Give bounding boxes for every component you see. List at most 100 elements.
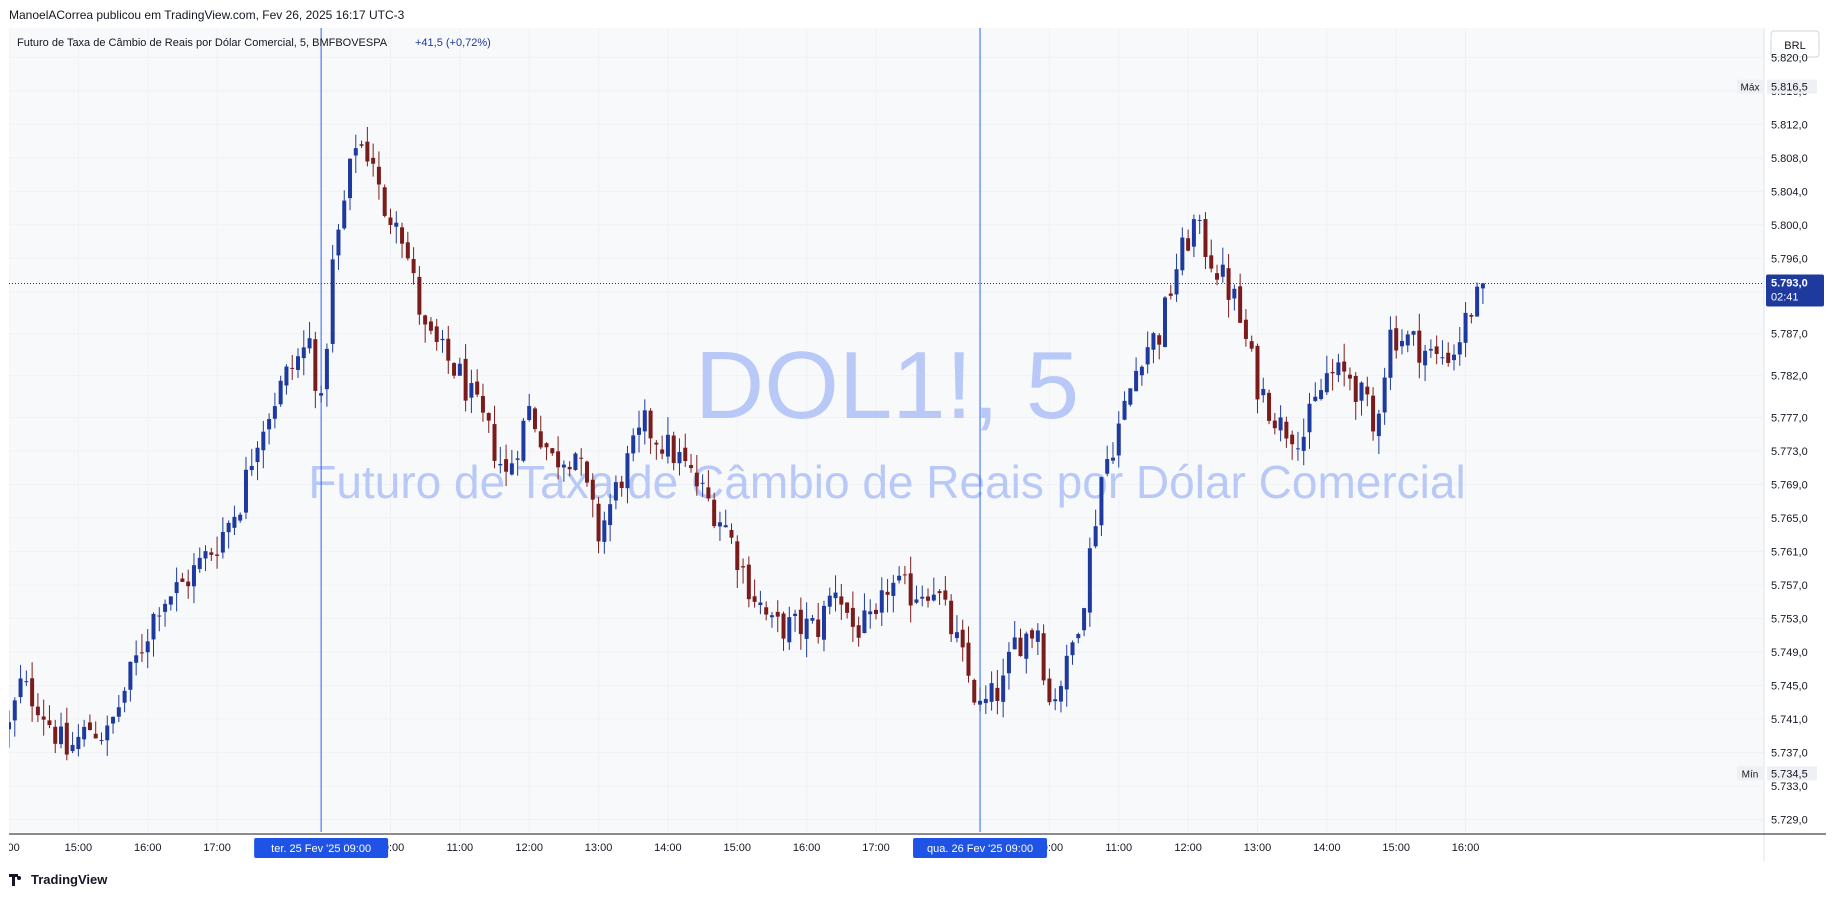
candle-body [53, 726, 58, 744]
candle-body [1342, 361, 1347, 372]
candle [937, 589, 942, 605]
candle-body [579, 457, 584, 459]
candle [307, 321, 312, 354]
candle [1145, 331, 1150, 374]
max-marker: Máx 5.816,5 [1737, 79, 1817, 94]
time-axis[interactable]: 4:0015:0016:0017:0010:0011:0012:0013:001… [0, 838, 1479, 858]
candle [949, 594, 954, 642]
price-tick-label: 5.753,0 [1771, 613, 1808, 625]
candle [764, 601, 769, 621]
candle [752, 579, 757, 608]
candle [787, 606, 792, 650]
candle [995, 670, 1000, 715]
candle-body [567, 466, 572, 470]
candle-body [371, 157, 376, 164]
candle-body [1203, 219, 1208, 257]
candle [1290, 430, 1295, 460]
candle-body [706, 487, 711, 499]
candle [1035, 623, 1040, 656]
chart-area[interactable]: DOL1!, 5 Futuro de Taxa de Câmbio de Rea… [0, 28, 1826, 862]
watermark-symbol: DOL1!, 5 [695, 332, 1079, 439]
candle-body [24, 681, 29, 683]
candle-body [296, 356, 300, 370]
min-marker: Mín 5.734,5 [1737, 766, 1817, 781]
candle [1197, 214, 1202, 234]
candle-body [1186, 238, 1191, 251]
candle-body [87, 722, 92, 731]
candle [93, 721, 98, 739]
candle [544, 442, 549, 461]
candle [504, 444, 509, 487]
candle-body [1261, 388, 1266, 396]
candle [134, 640, 139, 676]
candle-body [267, 418, 272, 430]
candle-body [677, 451, 682, 464]
candle-body [480, 396, 485, 413]
price-tick-label: 5.765,0 [1771, 513, 1808, 525]
candle [30, 662, 35, 722]
candle [1087, 537, 1092, 627]
time-tick-label: 14:00 [1313, 842, 1341, 854]
candle [35, 693, 40, 722]
candle-body [1110, 457, 1115, 461]
price-axis[interactable]: 5.729,0 5.733,0 5.737,0 5.741,0 5.745,0 5.749… [1771, 52, 1808, 826]
candle [700, 474, 705, 497]
candle [82, 719, 87, 747]
candle-body [220, 531, 225, 553]
candle [1232, 284, 1237, 311]
candle-body [926, 596, 931, 601]
candle-body [64, 722, 69, 755]
candle-body [885, 591, 890, 595]
candle [845, 602, 850, 619]
legend-title[interactable]: Futuro de Taxa de Câmbio de Reais por Dó… [17, 37, 388, 49]
candle-body [908, 573, 913, 606]
candle [642, 399, 647, 445]
candle [1209, 239, 1214, 273]
session-marker-label: ter. 25 Fev '25 09:00 [271, 843, 371, 855]
candle [897, 566, 902, 584]
candle-body [619, 481, 624, 489]
candle-body [1411, 331, 1416, 335]
candle [1394, 315, 1399, 359]
price-tick-label: 5.741,0 [1771, 714, 1808, 726]
candle-body [902, 574, 907, 576]
candle-body [891, 582, 896, 596]
candle [1376, 409, 1381, 455]
candle-body [827, 595, 832, 607]
candle [1030, 628, 1035, 649]
candle-body [353, 148, 358, 156]
candle-body [504, 459, 509, 472]
candle-body [879, 590, 884, 613]
candle-body [590, 479, 595, 500]
candle-body [365, 141, 370, 162]
currency-button[interactable] [1770, 30, 1820, 58]
candle [1018, 628, 1023, 657]
candle-body [1145, 347, 1150, 365]
candle [1423, 344, 1428, 382]
candle-body [469, 383, 474, 398]
candle-body [457, 363, 462, 376]
candle [856, 616, 861, 647]
time-tick-label: 17:00 [203, 842, 231, 854]
candle-body [47, 720, 52, 725]
candle-body [180, 578, 185, 582]
candle [105, 715, 110, 756]
candle-body [278, 380, 283, 405]
candle [1099, 476, 1104, 537]
candle [521, 417, 526, 463]
price-tick-label: 5.769,0 [1771, 479, 1808, 491]
candle-body [440, 338, 445, 341]
candle-body [758, 602, 763, 606]
candle-body [1295, 448, 1300, 450]
candle-body [625, 453, 630, 489]
candle [1082, 607, 1087, 637]
candle [527, 393, 532, 422]
candle [683, 433, 688, 467]
brand-label: TradingView [31, 872, 108, 887]
candle [874, 603, 878, 620]
candlestick-chart[interactable]: DOL1!, 5 Futuro de Taxa de Câmbio de Rea… [0, 28, 1826, 862]
candle-body [417, 276, 422, 315]
candle [1469, 312, 1474, 324]
candle [1324, 355, 1329, 395]
tradingview-brand[interactable]: TradingView [9, 872, 107, 887]
